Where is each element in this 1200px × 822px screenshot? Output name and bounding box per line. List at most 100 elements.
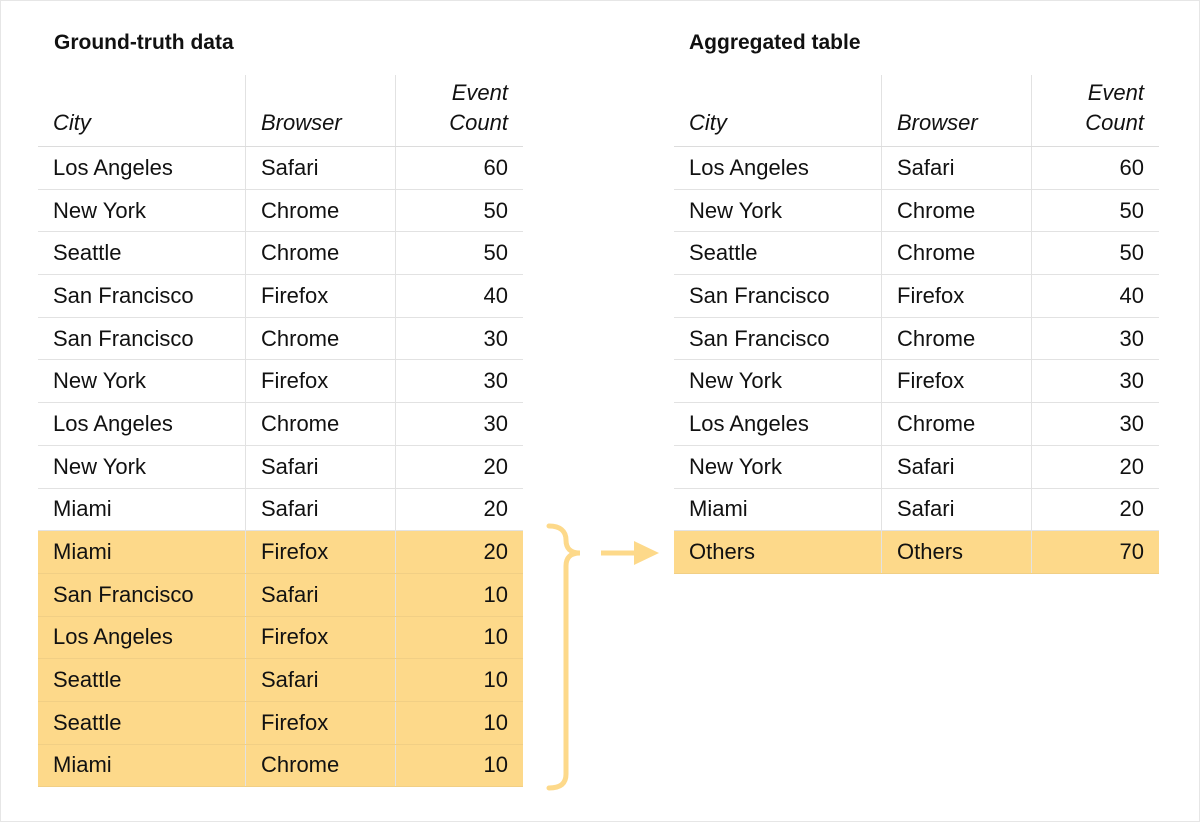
- column-header-browser: Browser: [882, 75, 1032, 146]
- table-row: Others Others 70: [674, 531, 1159, 574]
- cell-count: 40: [483, 282, 508, 308]
- cell-browser: Safari: [246, 445, 396, 488]
- table-row: San Francisco Chrome 30: [674, 317, 1159, 361]
- cell-count: 30: [483, 325, 508, 351]
- header-row: City Browser Event Count: [674, 75, 1159, 147]
- cell-count: 50: [483, 240, 508, 266]
- cell-count: 10: [483, 709, 508, 735]
- cell-browser: Safari: [882, 445, 1032, 488]
- cell-browser: Safari: [246, 147, 396, 189]
- cell-browser: Chrome: [246, 232, 396, 275]
- cell-count: 30: [483, 368, 508, 394]
- table-row: Miami Safari 20: [674, 488, 1159, 532]
- cell-city: San Francisco: [38, 573, 246, 616]
- cell-count: 30: [1119, 325, 1144, 351]
- cell-count: 30: [1119, 368, 1144, 394]
- column-header-city: City: [674, 75, 882, 146]
- header-row: City Browser Event Count: [38, 75, 523, 147]
- column-header-browser: Browser: [246, 75, 396, 146]
- cell-city: Los Angeles: [38, 147, 246, 189]
- cell-count: 70: [1119, 539, 1144, 565]
- table-row: Seattle Chrome 50: [38, 232, 523, 276]
- cell-browser: Chrome: [882, 317, 1032, 360]
- cell-count: 50: [1119, 240, 1144, 266]
- cell-browser: Chrome: [246, 744, 396, 787]
- cell-browser: Chrome: [246, 403, 396, 445]
- cell-browser: Chrome: [882, 232, 1032, 275]
- cell-count: 30: [1119, 410, 1144, 436]
- cell-city: Miami: [38, 744, 246, 787]
- cell-city: New York: [38, 445, 246, 488]
- cell-city: New York: [674, 360, 882, 403]
- cell-city: Miami: [674, 488, 882, 531]
- cell-city: Los Angeles: [38, 616, 246, 659]
- ground-truth-title: Ground-truth data: [54, 31, 234, 54]
- table-row: Los Angeles Chrome 30: [674, 403, 1159, 446]
- cell-count: 10: [483, 624, 508, 650]
- cell-count: 20: [483, 496, 508, 522]
- cell-city: San Francisco: [674, 317, 882, 360]
- cell-city: Los Angeles: [674, 403, 882, 445]
- cell-count: 10: [483, 752, 508, 778]
- cell-browser: Firefox: [246, 275, 396, 317]
- cell-count: 20: [1119, 453, 1144, 479]
- cell-count: 50: [1119, 197, 1144, 223]
- table-row: New York Firefox 30: [38, 360, 523, 404]
- cell-city: Others: [674, 531, 882, 573]
- cell-city: San Francisco: [674, 275, 882, 317]
- cell-city: Los Angeles: [674, 147, 882, 189]
- cell-city: Seattle: [38, 659, 246, 701]
- cell-browser: Firefox: [246, 531, 396, 573]
- cell-count: 10: [483, 581, 508, 607]
- cell-city: Seattle: [38, 701, 246, 744]
- table-row: Los Angeles Safari 60: [38, 147, 523, 190]
- table-row: San Francisco Firefox 40: [38, 275, 523, 318]
- cell-city: Seattle: [38, 232, 246, 275]
- cell-city: New York: [38, 189, 246, 232]
- cell-city: New York: [674, 445, 882, 488]
- cell-browser: Firefox: [882, 360, 1032, 403]
- cell-count: 10: [483, 667, 508, 693]
- table-row: Los Angeles Chrome 30: [38, 403, 523, 446]
- cell-browser: Firefox: [882, 275, 1032, 317]
- cell-count: 20: [483, 539, 508, 565]
- cell-browser: Safari: [882, 488, 1032, 531]
- cell-count: 60: [483, 154, 508, 180]
- table-row: Miami Chrome 10: [38, 744, 523, 788]
- table-row: Seattle Chrome 50: [674, 232, 1159, 276]
- cell-city: Miami: [38, 488, 246, 531]
- cell-count: 30: [483, 410, 508, 436]
- table-row: San Francisco Safari 10: [38, 573, 523, 617]
- table-row: New York Safari 20: [38, 445, 523, 489]
- cell-browser: Chrome: [882, 403, 1032, 445]
- cell-browser: Safari: [246, 488, 396, 531]
- cell-city: San Francisco: [38, 275, 246, 317]
- column-header-count: Event Count: [1085, 80, 1144, 135]
- aggregated-table: City Browser Event Count Los Angeles Safari 6…: [674, 75, 1159, 574]
- cell-city: New York: [38, 360, 246, 403]
- table-row: Miami Firefox 20: [38, 531, 523, 574]
- table-row: Seattle Safari 10: [38, 659, 523, 702]
- cell-city: Seattle: [674, 232, 882, 275]
- table-row: New York Safari 20: [674, 445, 1159, 489]
- cell-browser: Safari: [882, 147, 1032, 189]
- table-row: Seattle Firefox 10: [38, 701, 523, 745]
- cell-browser: Firefox: [246, 360, 396, 403]
- cell-browser: Chrome: [246, 317, 396, 360]
- table-row: New York Firefox 30: [674, 360, 1159, 404]
- cell-browser: Chrome: [882, 189, 1032, 232]
- table-row: Los Angeles Firefox 10: [38, 616, 523, 660]
- column-header-count: Event Count: [449, 80, 508, 135]
- cell-count: 20: [483, 453, 508, 479]
- arrow-right-icon: [634, 541, 659, 565]
- ground-truth-table: City Browser Event Count Los Angeles Safari 6…: [38, 75, 523, 788]
- table-row: San Francisco Chrome 30: [38, 317, 523, 361]
- table-row: New York Chrome 50: [38, 189, 523, 233]
- cell-browser: Chrome: [246, 189, 396, 232]
- table-row: Los Angeles Safari 60: [674, 147, 1159, 190]
- cell-count: 20: [1119, 496, 1144, 522]
- cell-browser: Safari: [246, 573, 396, 616]
- cell-browser: Safari: [246, 659, 396, 701]
- cell-city: Miami: [38, 531, 246, 573]
